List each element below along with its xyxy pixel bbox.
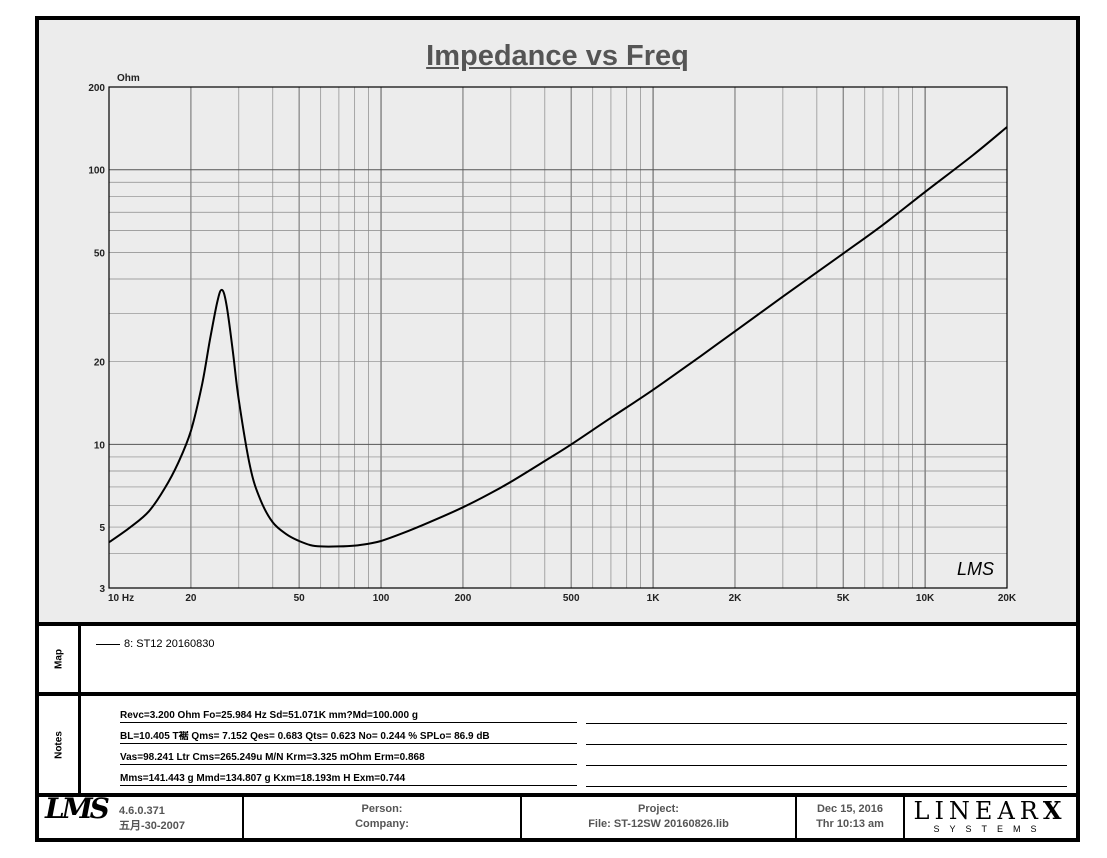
map-panel: Map 8: ST12 20160830 <box>39 626 1076 696</box>
x-tick-label: 10 Hz <box>108 593 134 604</box>
lms-logo: LMS <box>45 792 110 825</box>
note-row: Mms=141.443 g Mmd=134.807 g Kxm=18.193m … <box>120 773 577 786</box>
footer-project-cell: Project: File: ST-12SW 20160826.lib <box>522 797 797 838</box>
note-blank-line <box>586 764 1067 766</box>
legend-entry: 8: ST12 20160830 <box>96 638 215 650</box>
chart-panel: Impedance vs Freq 10 Hz 20 50 100 200 500 1K 2K… <box>39 20 1076 626</box>
y-tick-label: 3 <box>99 584 105 595</box>
x-tick-label: 20 <box>185 593 197 604</box>
version-number: 4.6.0.371 <box>119 805 165 817</box>
series-line-st12 <box>108 126 1008 548</box>
linearx-logo: LINEARX SYSTEMS <box>906 799 1074 835</box>
x-tick-label: 500 <box>563 593 580 604</box>
y-tick-label: 20 <box>94 358 106 369</box>
notes-panel: Notes Revc=3.200 Ohm Fo=25.984 Hz Sd=51.… <box>39 696 1076 797</box>
print-time: Thr 10:13 am <box>816 818 884 830</box>
x-tick-label: 5K <box>837 593 851 604</box>
note-blank-line <box>586 743 1067 745</box>
chart-title: Impedance vs Freq <box>426 40 689 72</box>
x-tick-label: 20K <box>998 593 1017 604</box>
legend-line-swatch <box>96 643 120 645</box>
person-label: Person: <box>361 803 403 815</box>
y-tick-label: 10 <box>94 440 106 451</box>
print-date: Dec 15, 2016 <box>816 803 884 815</box>
x-tick-label: 10K <box>916 593 935 604</box>
note-blank-line <box>586 785 1067 787</box>
lms-watermark: LMS <box>957 559 994 579</box>
grid-layer <box>108 87 1008 588</box>
plot-border <box>108 86 1008 589</box>
x-tick-label: 100 <box>373 593 390 604</box>
note-row: Revc=3.200 Ohm Fo=25.984 Hz Sd=51.071K m… <box>120 710 577 723</box>
project-file: File: ST-12SW 20160826.lib <box>588 818 729 830</box>
footer-date-cell: Dec 15, 2016 Thr 10:13 am <box>797 797 905 838</box>
y-tick-label: 200 <box>88 83 105 94</box>
version-date: 五月-30-2007 <box>119 820 186 832</box>
note-row: BL=10.405 T裾 Qms= 7.152 Qes= 0.683 Qts= … <box>120 731 577 744</box>
version-info: 4.6.0.371 五月-30-2007 <box>119 804 185 834</box>
x-tick-label: 50 <box>294 593 306 604</box>
y-unit-label: Ohm <box>117 73 140 84</box>
x-tick-label: 1K <box>647 593 661 604</box>
notes-side-label: Notes <box>39 696 81 793</box>
y-tick-label: 5 <box>99 523 105 534</box>
x-tick-label: 200 <box>455 593 472 604</box>
footer: LMS 4.6.0.371 五月-30-2007 Person: Company… <box>39 792 1076 838</box>
brand-name: LINEAR <box>913 797 1043 825</box>
legend-label: 8: ST12 20160830 <box>124 638 215 650</box>
company-label: Company: <box>355 818 409 830</box>
y-tick-label: 100 <box>88 166 105 177</box>
project-label: Project: <box>638 803 679 815</box>
brand-mark: X <box>1042 796 1067 825</box>
footer-person-cell: Person: Company: <box>244 797 522 838</box>
y-tick-label: 50 <box>94 248 106 259</box>
note-row: Vas=98.241 Ltr Cms=265.249u M/N Krm=3.32… <box>120 752 577 765</box>
impedance-chart: 10 Hz 20 50 100 200 500 1K 2K 5K 10K 20K 200 100 50 20… <box>88 73 1017 604</box>
x-tick-label: 2K <box>729 593 743 604</box>
map-side-label: Map <box>39 626 81 692</box>
brand-sub: SYSTEMS <box>933 824 1047 834</box>
report-frame: Impedance vs Freq 10 Hz 20 50 100 200 500 1K 2K… <box>35 16 1080 842</box>
footer-version-cell: LMS 4.6.0.371 五月-30-2007 <box>39 792 244 838</box>
tick-layer: 10 Hz 20 50 100 200 500 1K 2K 5K 10K 20K 200 100 50 20… <box>88 83 1017 604</box>
note-blank-line <box>586 722 1067 724</box>
